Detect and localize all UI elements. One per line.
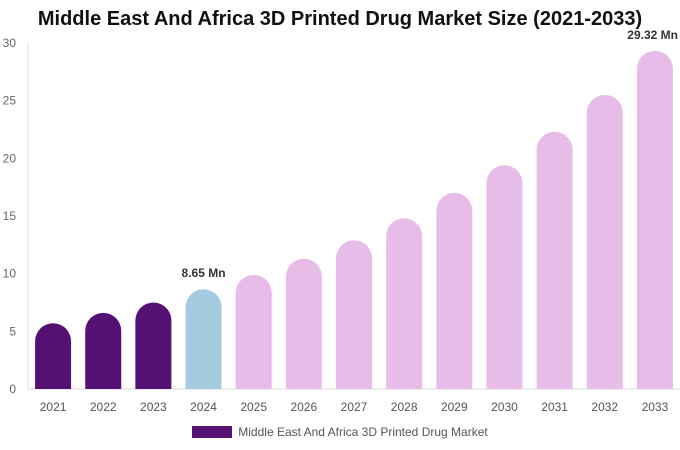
- bar-2033: [636, 50, 673, 390]
- y-tick-label: 5: [9, 324, 16, 338]
- x-tick-label: 2032: [591, 400, 618, 414]
- legend-label: Middle East And Africa 3D Printed Drug M…: [238, 425, 488, 439]
- x-tick-label: 2026: [290, 400, 317, 414]
- bar-2021: [35, 323, 72, 389]
- bar-2023: [135, 302, 172, 389]
- bar-2025: [235, 274, 272, 389]
- y-tick-label: 10: [3, 267, 17, 281]
- data-label: 29.32 Mn: [627, 28, 678, 42]
- x-tick-label: 2027: [341, 400, 368, 414]
- bar-2022: [85, 312, 122, 389]
- chart-title: Middle East And Africa 3D Printed Drug M…: [37, 8, 643, 30]
- y-tick-label: 30: [3, 36, 17, 50]
- legend-swatch: [192, 426, 233, 438]
- x-tick-label: 2031: [541, 400, 568, 414]
- data-label: 8.65 Mn: [182, 266, 226, 280]
- y-tick-label: 15: [3, 209, 17, 223]
- x-tick-label: 2021: [40, 400, 67, 414]
- bar-2028: [386, 218, 423, 389]
- y-tick-label: 0: [9, 382, 16, 396]
- bar-2032: [586, 94, 623, 389]
- x-tick-label: 2030: [491, 400, 518, 414]
- bar-2027: [336, 240, 372, 389]
- x-tick-label: 2024: [190, 400, 217, 414]
- legend: Middle East And Africa 3D Printed Drug M…: [0, 425, 680, 439]
- x-tick-label: 2033: [642, 400, 669, 414]
- y-tick-label: 25: [3, 94, 17, 108]
- x-tick-label: 2028: [391, 400, 418, 414]
- bar-2026: [285, 258, 322, 389]
- x-tick-label: 2023: [140, 400, 167, 414]
- bar-2030: [486, 165, 523, 389]
- bar-2029: [436, 192, 473, 389]
- bar-2031: [536, 131, 573, 389]
- x-tick-label: 2025: [240, 400, 267, 414]
- x-tick-label: 2029: [441, 400, 468, 414]
- x-tick-label: 2022: [90, 400, 117, 414]
- y-tick-label: 20: [3, 151, 17, 165]
- bar-2024: [185, 289, 222, 389]
